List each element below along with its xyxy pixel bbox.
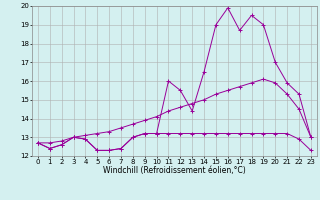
X-axis label: Windchill (Refroidissement éolien,°C): Windchill (Refroidissement éolien,°C) bbox=[103, 166, 246, 175]
